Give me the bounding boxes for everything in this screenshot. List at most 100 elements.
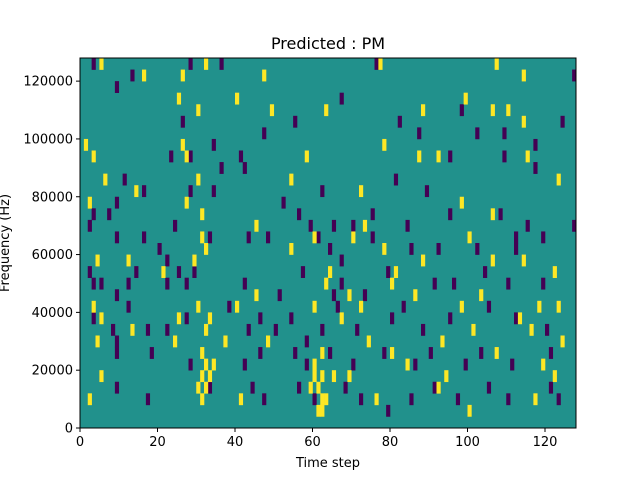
heatmap-cell-high — [196, 381, 201, 394]
heatmap-cell-high — [436, 381, 441, 394]
heatmap-cell-high — [459, 300, 464, 313]
heatmap-cell-low — [246, 231, 251, 244]
heatmap-cell-low — [126, 300, 131, 313]
heatmap-cell-low — [382, 347, 387, 359]
heatmap-cell-high — [324, 277, 329, 290]
heatmap-cell-low — [514, 243, 519, 255]
heatmap-cell-low — [432, 277, 437, 290]
heatmap-cell-low — [572, 69, 577, 82]
heatmap-cell-high — [235, 300, 240, 313]
heatmap-cell-low — [211, 138, 216, 151]
heatmap-cell-high — [556, 173, 561, 186]
heatmap-cell-low — [409, 393, 414, 406]
heatmap-cell-high — [184, 150, 189, 163]
y-tick-label: 60000 — [32, 248, 73, 263]
heatmap-cell-low — [250, 381, 255, 394]
heatmap-cell-low — [184, 312, 189, 325]
heatmap-cell-low — [328, 243, 333, 255]
heatmap-cell-low — [548, 381, 554, 394]
heatmap-cell-low — [455, 393, 461, 406]
heatmap-cell-high — [331, 370, 337, 383]
heatmap-cell-low — [417, 127, 422, 140]
heatmap-cell-low — [289, 312, 294, 325]
heatmap-cell-low — [262, 127, 267, 140]
heatmap-cell-high — [316, 404, 321, 417]
heatmap-cell-high — [304, 150, 309, 163]
heatmap-cell-low — [281, 196, 286, 209]
heatmap-cell-low — [448, 208, 453, 221]
heatmap-cell-low — [130, 69, 135, 82]
heatmap-cell-low — [114, 289, 120, 302]
heatmap-cell-high — [200, 393, 205, 406]
x-tick-label: 80 — [382, 435, 399, 450]
heatmap-cell-high — [262, 69, 267, 82]
heatmap-cell-high — [521, 69, 526, 82]
heatmap-cell-high — [289, 243, 294, 255]
heatmap-cell-high — [463, 92, 468, 105]
heatmap-cell-low — [413, 358, 418, 371]
heatmap-cell-high — [552, 266, 557, 278]
heatmap-cell-high — [173, 335, 178, 348]
heatmap-cell-low — [475, 127, 480, 140]
heatmap-cell-low — [335, 300, 340, 313]
heatmap-cell-low — [184, 277, 189, 290]
heatmap-cell-low — [525, 219, 530, 232]
heatmap-cell-high — [533, 393, 538, 406]
heatmap-cell-low — [362, 289, 368, 302]
heatmap-cell-high — [289, 173, 294, 186]
heatmap-cell-high — [393, 266, 399, 278]
heatmap-cell-high — [87, 196, 92, 209]
heatmap-cell-low — [436, 243, 441, 255]
heatmap-cell-high — [541, 358, 546, 371]
heatmap-cell-low — [316, 231, 321, 244]
heatmap-cell-high — [471, 323, 476, 336]
heatmap-cell-low — [91, 312, 96, 325]
heatmap-cell-high — [200, 347, 205, 359]
heatmap-cell-low — [463, 358, 468, 371]
heatmap-cell-high — [324, 104, 329, 117]
heatmap-cell-low — [409, 243, 414, 255]
heatmap-cell-low — [393, 173, 399, 186]
heatmap-cell-low — [506, 393, 511, 406]
heatmap-cell-high — [362, 219, 368, 232]
heatmap-cells — [83, 58, 577, 417]
y-tick-label: 120000 — [23, 75, 73, 90]
heatmap-cell-low — [533, 162, 538, 174]
heatmap-cell-low — [533, 138, 538, 151]
heatmap-cell-low — [339, 254, 344, 267]
heatmap-cell-high — [421, 254, 426, 267]
heatmap-cell-low — [514, 231, 519, 244]
heatmap-cell-low — [405, 219, 410, 232]
heatmap-cell-low — [111, 323, 116, 336]
heatmap-cell-high — [490, 208, 495, 221]
heatmap-cell-high — [359, 185, 364, 198]
heatmap-cell-high — [235, 92, 240, 105]
heatmap-cell-high — [556, 300, 561, 313]
heatmap-cell-low — [266, 231, 271, 244]
heatmap-cell-low — [114, 81, 120, 93]
heatmap-cell-low — [227, 300, 232, 313]
heatmap-cell-low — [328, 347, 333, 359]
heatmap-cell-high — [312, 370, 317, 383]
heatmap-cell-high — [87, 393, 92, 406]
heatmap-cell-high — [479, 289, 484, 302]
heatmap-cell-high — [467, 404, 472, 417]
heatmap-cell-low — [432, 381, 437, 394]
heatmap-cell-low — [545, 323, 550, 336]
heatmap-cell-high — [130, 323, 135, 336]
heatmap-cell-high — [390, 277, 395, 290]
heatmap-cell-low — [87, 219, 92, 232]
heatmap-cell-high — [91, 150, 96, 163]
heatmap-cell-high — [200, 231, 205, 244]
heatmap-cell-low — [370, 208, 375, 221]
heatmap-cell-low — [351, 358, 356, 371]
heatmap-cell-low — [514, 312, 519, 325]
plot-area — [79, 57, 577, 429]
heatmap-cell-high — [238, 393, 244, 406]
heatmap-cell-high — [308, 381, 313, 394]
heatmap-cell-high — [204, 58, 209, 70]
heatmap-cell-low — [219, 162, 224, 174]
heatmap-cell-low — [219, 58, 224, 70]
heatmap-cell-low — [211, 185, 216, 198]
heatmap-cell-low — [452, 277, 457, 290]
